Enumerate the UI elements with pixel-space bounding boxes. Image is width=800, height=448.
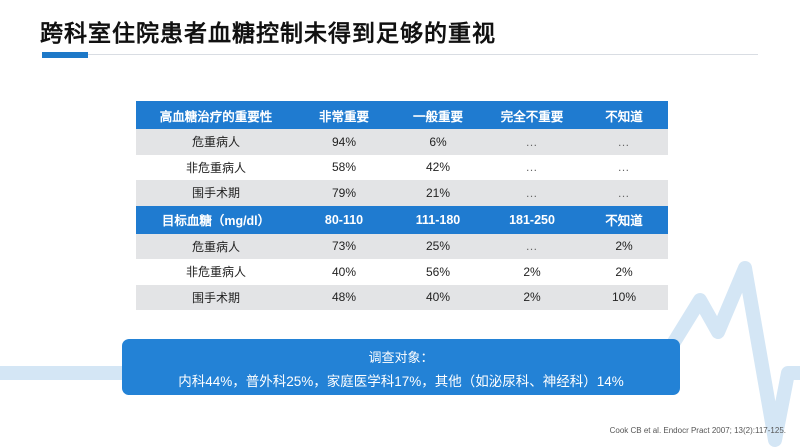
survey-table: 高血糖治疗的重要性 非常重要 一般重要 完全不重要 不知道 危重病人 94% 6…	[136, 101, 668, 310]
table-cell: 79%	[296, 180, 392, 206]
table-cell: …	[484, 154, 580, 180]
table-cell: 2%	[484, 259, 580, 285]
header-cell: 一般重要	[392, 101, 484, 129]
table-cell: 40%	[296, 259, 392, 285]
table-cell: 56%	[392, 259, 484, 285]
title-divider	[42, 54, 758, 55]
header-cell: 非常重要	[296, 101, 392, 129]
header-cell: 目标血糖（mg/dl）	[136, 205, 296, 234]
table-cell: 42%	[392, 154, 484, 180]
table-cell: …	[484, 233, 580, 259]
table-cell: 48%	[296, 284, 392, 310]
header-cell: 不知道	[580, 101, 668, 129]
slide-title: 跨科室住院患者血糖控制未得到足够的重视	[40, 21, 496, 47]
table-cell: 2%	[580, 233, 668, 259]
table-cell: 10%	[580, 284, 668, 310]
table-cell: 58%	[296, 154, 392, 180]
table-header-importance: 高血糖治疗的重要性 非常重要 一般重要 完全不重要 不知道	[136, 101, 668, 129]
row-label: 危重病人	[136, 129, 296, 155]
table-header-target-glucose: 目标血糖（mg/dl） 80-110 111-180 181-250 不知道	[136, 205, 668, 234]
header-cell: 高血糖治疗的重要性	[136, 101, 296, 129]
survey-subjects-heading: 调查对象：	[368, 350, 434, 365]
table-cell: 2%	[484, 284, 580, 310]
title-accent-bar	[42, 52, 88, 58]
survey-subjects-breakdown: 内科44%，普外科25%，家庭医学科17%，其他（如泌尿科、神经科）14%	[178, 374, 624, 389]
table-row: 围手术期 48% 40% 2% 10%	[136, 284, 668, 310]
citation: Cook CB et al. Endocr Pract 2007; 13(2):…	[609, 426, 786, 435]
table-row: 非危重病人 58% 42% … …	[136, 154, 668, 180]
table-cell: 6%	[392, 129, 484, 155]
table-row: 围手术期 79% 21% … …	[136, 180, 668, 206]
row-label: 围手术期	[136, 180, 296, 206]
header-cell: 80-110	[296, 205, 392, 234]
header-cell: 111-180	[392, 205, 484, 234]
table-cell: …	[580, 180, 668, 206]
row-label: 危重病人	[136, 233, 296, 259]
table-row: 危重病人 94% 6% … …	[136, 129, 668, 155]
table-cell: 40%	[392, 284, 484, 310]
table-cell: 25%	[392, 233, 484, 259]
table-cell: 2%	[580, 259, 668, 285]
table-cell: 73%	[296, 233, 392, 259]
header-cell: 181-250	[484, 205, 580, 234]
row-label: 非危重病人	[136, 259, 296, 285]
header-cell: 不知道	[580, 205, 668, 234]
table-cell: …	[580, 154, 668, 180]
header-cell: 完全不重要	[484, 101, 580, 129]
table-cell: …	[484, 180, 580, 206]
survey-subjects-box: 调查对象： 内科44%，普外科25%，家庭医学科17%，其他（如泌尿科、神经科）…	[122, 339, 680, 395]
table-cell: …	[484, 129, 580, 155]
table-row: 危重病人 73% 25% … 2%	[136, 233, 668, 259]
table-row: 非危重病人 40% 56% 2% 2%	[136, 259, 668, 285]
table-cell: 21%	[392, 180, 484, 206]
row-label: 围手术期	[136, 284, 296, 310]
row-label: 非危重病人	[136, 154, 296, 180]
table-cell: 94%	[296, 129, 392, 155]
table-cell: …	[580, 129, 668, 155]
